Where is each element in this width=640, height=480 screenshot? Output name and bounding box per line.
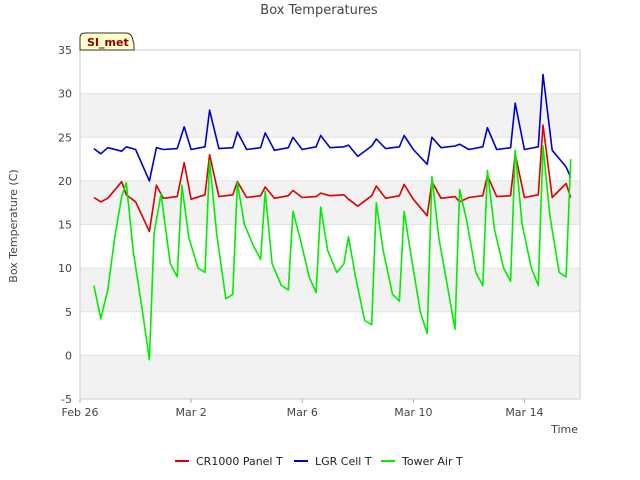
site-badge-shape: [79, 32, 135, 51]
x-tick-label: Feb 26: [62, 406, 99, 419]
x-tick-label: Mar 6: [287, 406, 318, 419]
y-tick-label: 10: [58, 262, 72, 275]
y-axis-title: Box Temperature (C): [7, 169, 20, 282]
y-tick-label: 15: [58, 219, 72, 232]
site-badge: SI_met: [79, 32, 135, 51]
grid-band: [80, 355, 580, 399]
y-tick-label: 20: [58, 175, 72, 188]
grid-band: [80, 50, 580, 94]
x-axis-ticks: Feb 26 Mar 2 Mar 6 Mar 10 Mar 14: [62, 399, 544, 419]
series-line-tower-air-t: [93, 145, 572, 361]
plot-frame: [79, 49, 581, 400]
series-lines: [93, 73, 572, 361]
grid-band: [80, 137, 580, 181]
y-tick-label: 35: [58, 44, 72, 57]
y-tick-label: 30: [58, 88, 72, 101]
grid-band: [80, 93, 580, 138]
series-line-cr1000-panel-t: [93, 124, 572, 233]
grid-band: [80, 180, 580, 225]
x-tick-label: Mar 2: [175, 406, 206, 419]
x-tick-label: Mar 10: [394, 406, 432, 419]
series-line-lgr-cell-t: [93, 73, 572, 182]
legend-label-lgr-cell-t: LGR Cell T: [315, 455, 372, 468]
y-tick-label: 5: [65, 306, 72, 319]
y-tick-label: -5: [61, 393, 72, 406]
legend-label-cr1000-panel-t: CR1000 Panel T: [196, 455, 283, 468]
y-tick-label: 25: [58, 131, 72, 144]
plot-background-bands: [80, 49, 580, 400]
legend-label-tower-air-t: Tower Air T: [401, 455, 463, 468]
y-axis-ticks: -5 0 5 10 15 20 25 30 35: [58, 44, 72, 406]
grid-band: [80, 224, 580, 269]
site-badge-label: SI_met: [87, 36, 129, 49]
chart-title: Box Temperatures: [260, 3, 378, 18]
grid-band: [80, 268, 580, 312]
grid-band: [80, 311, 580, 356]
legend: CR1000 Panel T LGR Cell T Tower Air T: [175, 455, 463, 468]
x-tick-label: Mar 14: [505, 406, 543, 419]
x-axis-title: Time: [550, 423, 578, 436]
y-tick-label: 0: [65, 349, 72, 362]
